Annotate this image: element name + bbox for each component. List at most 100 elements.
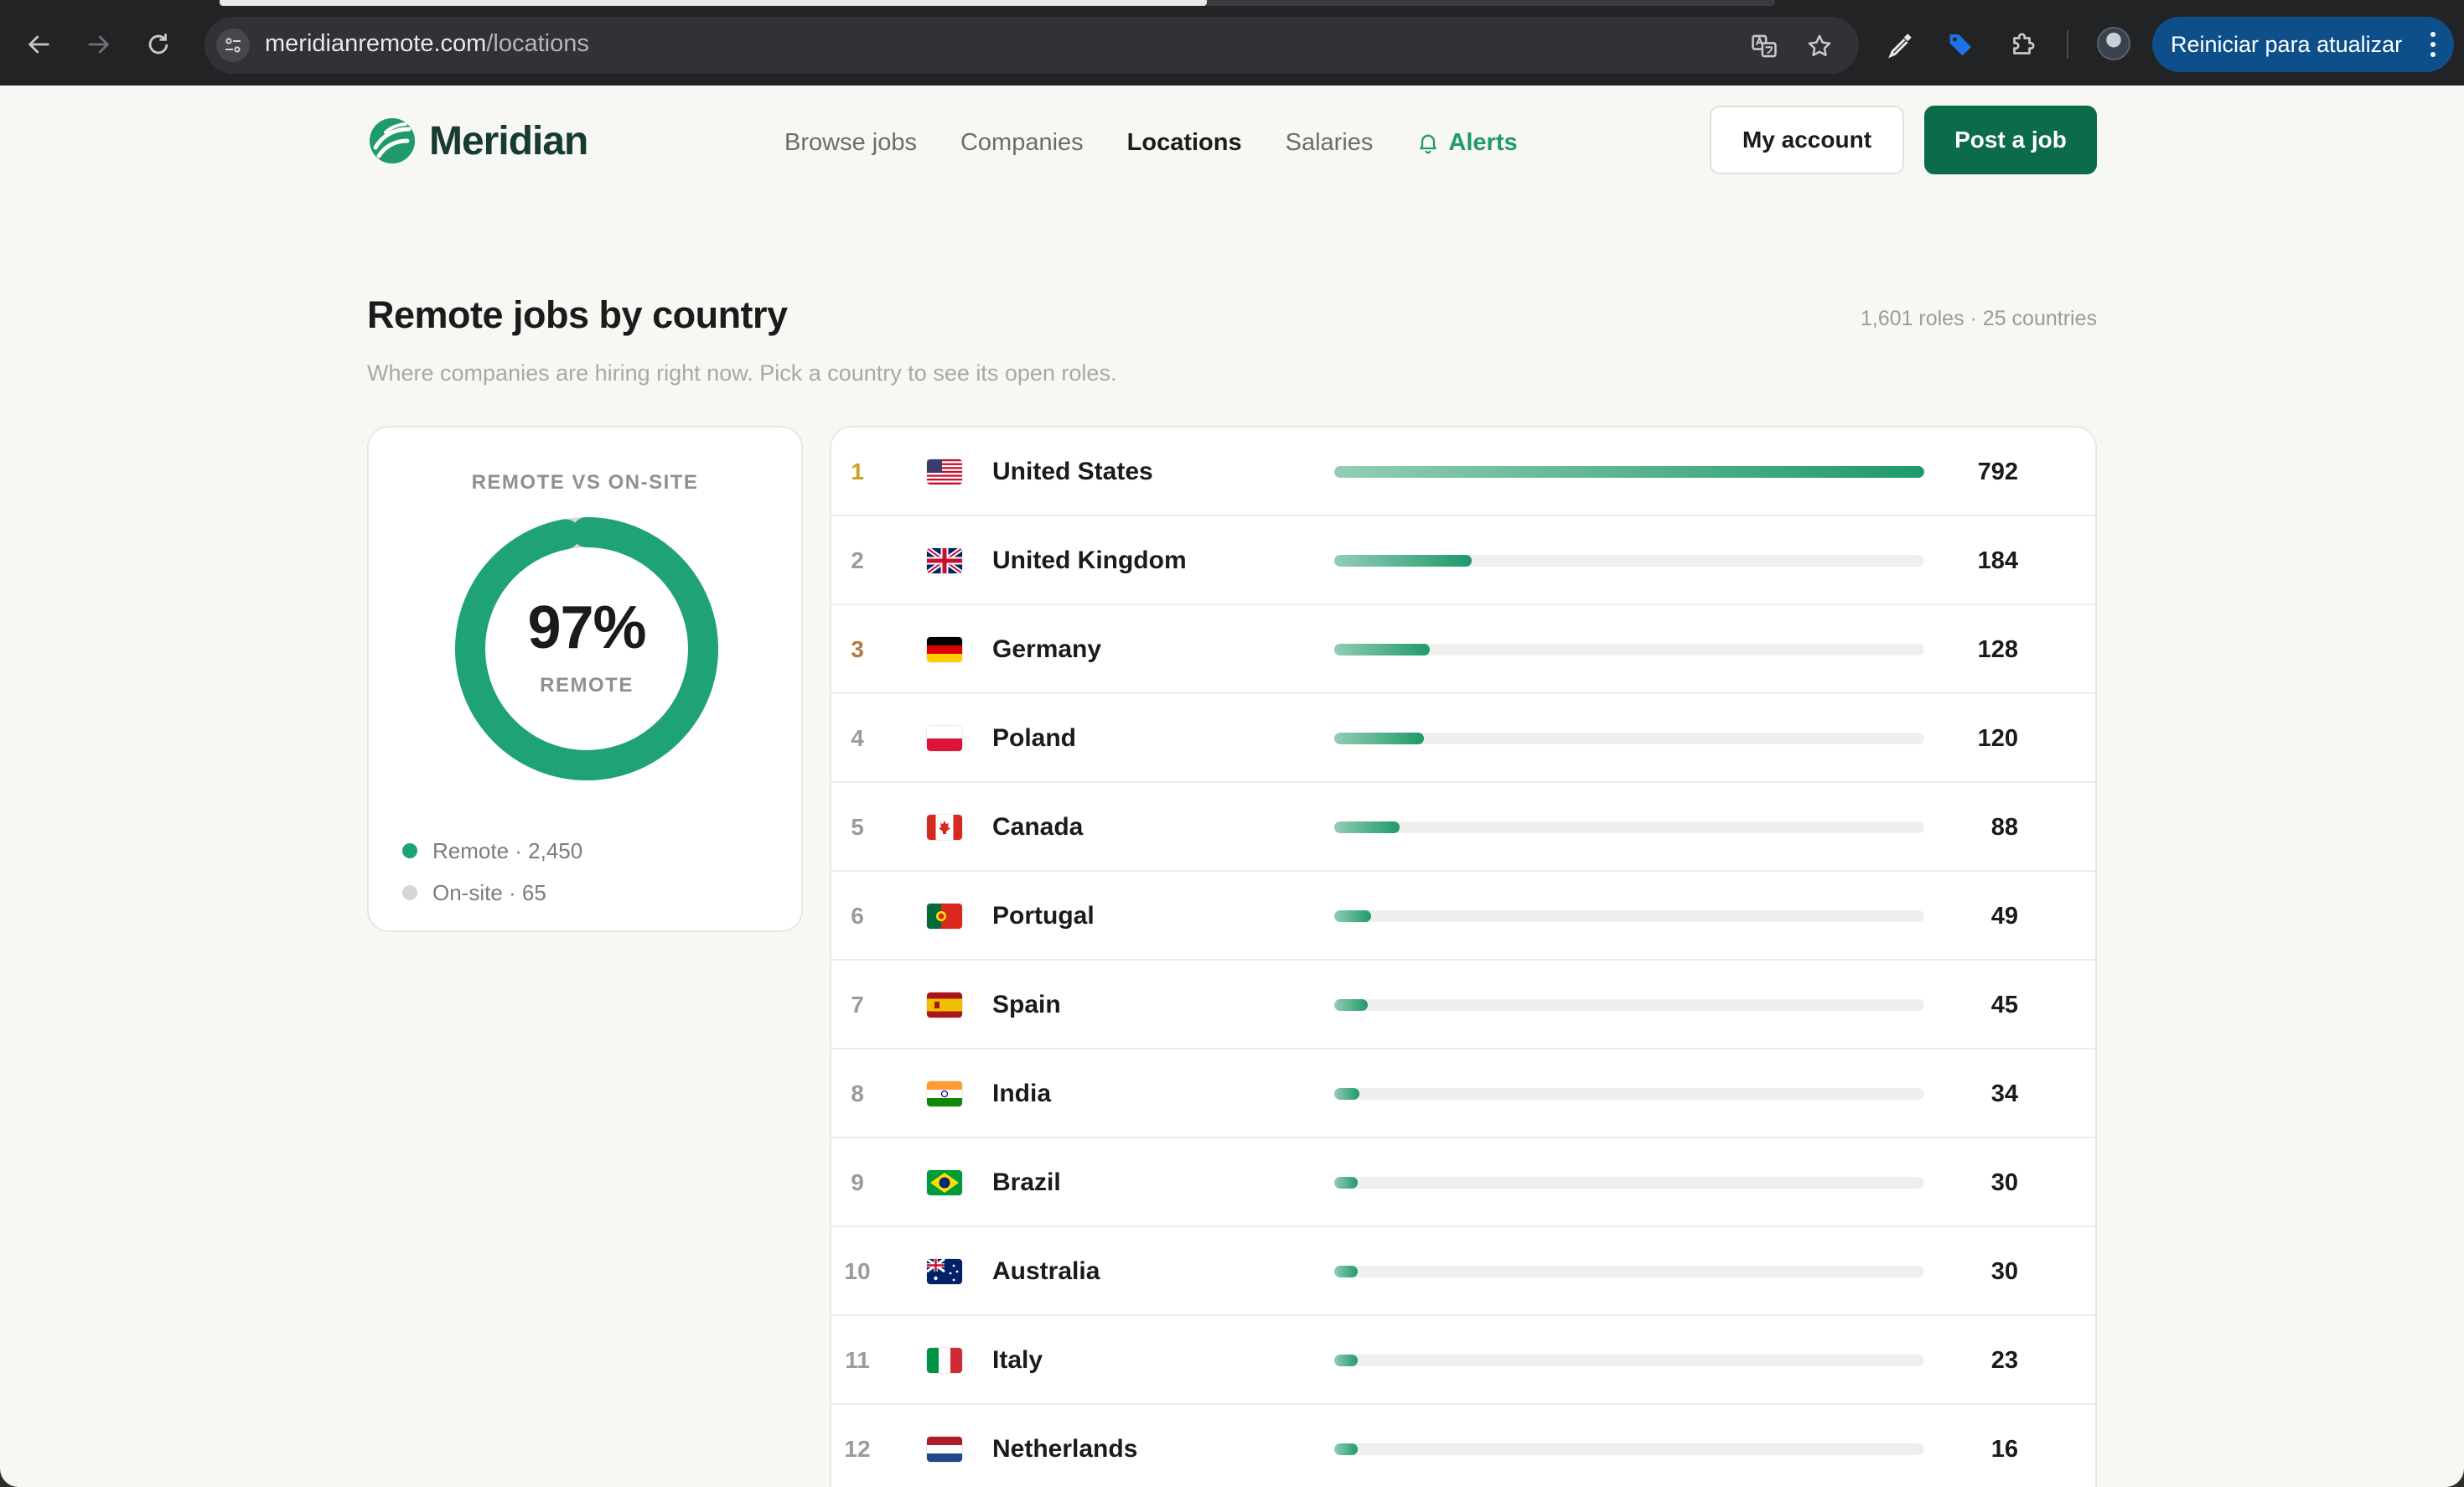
role-count: 30 [1990,1257,2018,1285]
country-row-canada[interactable]: 5 Canada 88 [831,783,2095,872]
remote-legend: Remote · 2,450 On-site · 65 [402,830,582,914]
role-bar-track [1334,821,1924,833]
role-bar-track [1334,466,1924,478]
country-name: United States [992,458,1153,485]
browser-toolbar: meridianremote.com/locations Reiniciar p… [0,0,2464,85]
url-host: meridianremote.com [265,30,487,57]
reload-button[interactable] [139,25,178,64]
role-bar-fill [1334,733,1424,744]
role-count: 88 [1990,813,2018,841]
country-name: United Kingdom [992,547,1187,574]
country-name: Spain [992,991,1061,1018]
remote-split-card: REMOTE VS ON-SITE 97% REMOTE Remote · 2,… [367,426,803,932]
role-count: 128 [1977,635,2018,663]
eyedropper-extension-button[interactable] [1884,28,1918,61]
donut-svg [455,517,718,780]
role-bar-fill [1334,1443,1359,1455]
country-row-poland[interactable]: 4 Poland 120 [831,694,2095,783]
translate-icon [1752,34,1777,58]
nav-browse-jobs[interactable]: Browse jobs [784,128,917,156]
role-count: 49 [1990,902,2018,930]
it-flag-icon [927,1348,962,1373]
star-icon [1808,34,1831,57]
bookmark-button[interactable] [1804,30,1835,62]
country-row-netherlands[interactable]: 12 Netherlands 16 [831,1405,2095,1487]
tune-icon [225,38,241,53]
arrow-left-icon [28,35,49,54]
country-row-india[interactable]: 8 India 34 [831,1049,2095,1138]
br-flag-icon [927,1170,962,1195]
role-count: 120 [1977,724,2018,752]
forward-button[interactable] [79,25,117,64]
country-row-brazil[interactable]: 9 Brazil 30 [831,1138,2095,1227]
rank-number: 3 [851,636,864,662]
address-bar[interactable]: meridianremote.com/locations [204,17,1859,74]
main-nav: Browse jobs Companies Locations Salaries… [784,124,1561,161]
page-load-progress [220,0,1207,6]
role-bar-track [1334,910,1924,922]
role-count: 30 [1990,1168,2018,1196]
role-bar-track [1334,999,1924,1011]
translate-button[interactable] [1748,30,1780,62]
rank-number: 8 [851,1080,864,1106]
country-row-australia[interactable]: 10 Australia 30 [831,1227,2095,1316]
profile-avatar[interactable] [2097,27,2130,60]
extensions-button[interactable] [2006,28,2040,61]
role-bar-fill [1334,1266,1359,1277]
legend-remote-text: Remote · 2,450 [432,837,583,863]
role-bar-track [1334,733,1924,744]
gb-flag-icon [927,548,962,573]
country-row-italy[interactable]: 11 Italy 23 [831,1316,2095,1405]
country-row-germany[interactable]: 3 Germany 128 [831,605,2095,694]
role-count: 16 [1990,1435,2018,1463]
role-bar-fill [1334,1355,1359,1366]
restart-to-update-label: Reiniciar para atualizar [2171,31,2403,57]
role-count: 184 [1977,547,2018,574]
restart-to-update-button[interactable]: Reiniciar para atualizar [2152,17,2454,72]
rank-number: 1 [851,459,864,484]
role-bar-fill [1334,466,1924,478]
country-list: 1 United States 792 2 United Kingdom 184… [830,426,2097,1487]
site-header: Meridian Browse jobs Companies Locations… [0,85,2464,194]
nav-locations[interactable]: Locations [1126,128,1242,156]
rank-number: 9 [851,1169,864,1195]
role-bar-fill [1334,999,1368,1011]
my-account-button[interactable]: My account [1710,106,1904,174]
page-subtitle: Where companies are hiring right now. Pi… [367,360,1117,386]
rank-number: 7 [851,992,864,1018]
site-logo[interactable]: Meridian [367,114,588,168]
role-bar-track [1334,1443,1924,1455]
nav-alerts[interactable]: Alerts [1416,128,1518,157]
country-name: Canada [992,813,1084,841]
role-bar-fill [1334,1088,1360,1100]
nav-alerts-label: Alerts [1448,128,1518,156]
page-title: Remote jobs by country [367,293,788,336]
country-row-spain[interactable]: 7 Spain 45 [831,961,2095,1049]
role-bar-fill [1334,821,1400,833]
remote-percent: 97% [527,594,646,661]
au-flag-icon [927,1259,962,1284]
back-button[interactable] [20,25,59,64]
remote-donut-chart: 97% REMOTE [453,515,721,783]
country-row-portugal[interactable]: 6 Portugal 49 [831,872,2095,961]
role-bar-fill [1334,1177,1359,1189]
roles-countries-summary: 1,601 roles · 25 countries [1860,307,2097,330]
remote-dot [402,843,417,858]
country-name: Brazil [992,1168,1061,1196]
post-job-button[interactable]: Post a job [1924,106,2097,174]
nav-salaries[interactable]: Salaries [1285,128,1374,156]
rank-number: 4 [851,725,864,751]
nav-companies[interactable]: Companies [960,128,1084,156]
legend-item-remote: Remote · 2,450 [402,830,582,872]
site-info-button[interactable] [216,28,250,62]
tag-extension-button[interactable] [1944,28,1978,61]
role-bar-fill [1334,910,1371,922]
role-bar-track [1334,1355,1924,1366]
reload-icon [148,34,168,54]
country-name: Italy [992,1346,1043,1374]
role-bar-track [1334,1266,1924,1277]
country-row-united-states[interactable]: 1 United States 792 [831,427,2095,516]
country-row-united-kingdom[interactable]: 2 United Kingdom 184 [831,516,2095,605]
url-text[interactable]: meridianremote.com/locations [265,30,589,58]
rank-number: 5 [851,814,864,840]
